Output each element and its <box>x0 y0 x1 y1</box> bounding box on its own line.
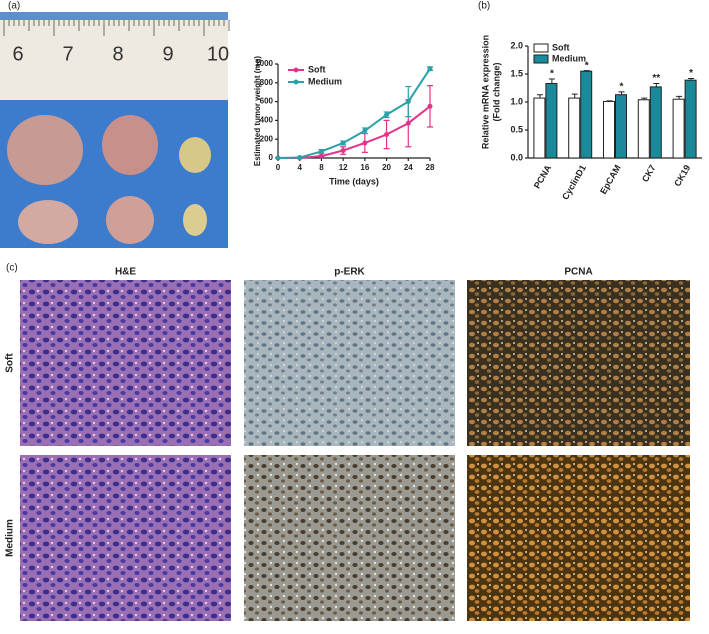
micrograph <box>244 455 455 621</box>
bar <box>615 94 627 159</box>
x-tick-label: 12 <box>339 163 348 172</box>
bar <box>545 83 558 159</box>
ruler-label: 9 <box>162 43 173 65</box>
x-tick-label: 24 <box>404 163 413 172</box>
x-tick-label: 20 <box>382 163 391 172</box>
y-tick-label: 600 <box>260 97 274 106</box>
ruler-label: 7 <box>62 43 73 65</box>
column-title: H&E <box>115 267 136 278</box>
x-tick-label: 4 <box>297 163 302 172</box>
legend-label: Soft <box>308 64 326 74</box>
error-bar <box>571 93 578 99</box>
significance-mark: * <box>689 68 693 79</box>
y-tick-label: 400 <box>260 116 274 125</box>
legend-swatch <box>533 43 549 53</box>
significance-mark: * <box>550 69 554 80</box>
ruler-label: 6 <box>12 43 23 65</box>
series-line <box>278 105 431 159</box>
bar <box>580 70 593 159</box>
data-point <box>427 103 433 109</box>
micrograph <box>244 280 455 446</box>
micrograph <box>467 280 690 446</box>
y-tick-label: 1.5 <box>510 68 523 78</box>
data-point <box>405 99 411 105</box>
data-point <box>362 140 368 146</box>
y-tick-label: 1.0 <box>510 96 523 106</box>
ruler-label: 10 <box>207 43 229 65</box>
legend-label: Soft <box>552 42 570 52</box>
y-tick-label: 0.5 <box>510 124 523 134</box>
data-point <box>405 120 411 126</box>
panel-label: (a) <box>8 1 20 12</box>
x-tick-label: 16 <box>360 163 369 172</box>
legend-label: Medium <box>552 53 586 63</box>
data-point <box>384 132 390 137</box>
panel-label: (b) <box>478 1 490 12</box>
panel-label: (c) <box>6 263 18 274</box>
data-point <box>340 147 346 153</box>
y-tick-label: 200 <box>260 134 274 143</box>
y-tick-label: 800 <box>260 78 274 87</box>
y-tick-label: 0.0 <box>510 152 523 162</box>
micrograph <box>20 455 231 621</box>
significance-mark: * <box>585 60 589 71</box>
bar <box>649 86 662 159</box>
error-bar <box>653 83 660 87</box>
y-axis-label: (Fold change) <box>491 63 501 122</box>
x-tick-label: EpCAM <box>598 163 623 196</box>
bar <box>568 97 581 159</box>
tumor-photo <box>0 12 228 248</box>
y-tick-label: 1000 <box>255 59 273 68</box>
legend-marker <box>293 79 299 85</box>
bar <box>533 97 546 159</box>
row-label: Medium <box>5 519 16 557</box>
bar <box>637 99 650 159</box>
micrograph <box>20 280 231 446</box>
data-point <box>318 153 324 159</box>
x-tick-label: 0 <box>276 163 281 172</box>
significance-mark: * <box>620 82 624 93</box>
data-point <box>275 155 281 161</box>
y-tick-label: 0 <box>269 153 274 162</box>
significance-mark: ** <box>652 73 660 84</box>
legend-marker <box>293 67 299 73</box>
data-point <box>297 155 303 161</box>
bar <box>684 79 697 159</box>
row-label: Soft <box>5 353 16 373</box>
x-tick-label: 8 <box>319 163 324 172</box>
bar <box>672 98 685 159</box>
y-axis-label: Relative mRNA expression <box>480 35 490 149</box>
data-point <box>362 128 368 134</box>
x-tick-label: CK7 <box>640 163 658 184</box>
ruler-label: 8 <box>112 43 123 65</box>
x-tick-label: PCNA <box>532 163 554 191</box>
y-tick-label: 2.0 <box>510 40 523 50</box>
x-tick-label: CK19 <box>672 163 692 188</box>
column-title: PCNA <box>564 267 592 278</box>
data-point <box>427 66 433 72</box>
y-axis-label: Estimated tumor weight (mg) <box>253 56 262 167</box>
micrograph <box>467 455 690 621</box>
legend-swatch <box>533 54 549 64</box>
data-point <box>318 148 324 154</box>
legend-label: Medium <box>308 76 342 86</box>
bar <box>603 100 615 159</box>
error-bar <box>548 78 555 84</box>
error-bar <box>536 94 543 99</box>
x-tick-label: 28 <box>426 163 435 172</box>
x-tick-label: CyclinD1 <box>560 163 588 201</box>
x-axis-label: Time (days) <box>329 176 379 186</box>
series-line <box>277 68 431 159</box>
data-point <box>340 140 346 146</box>
column-title: p-ERK <box>334 267 365 278</box>
data-point <box>384 112 390 118</box>
